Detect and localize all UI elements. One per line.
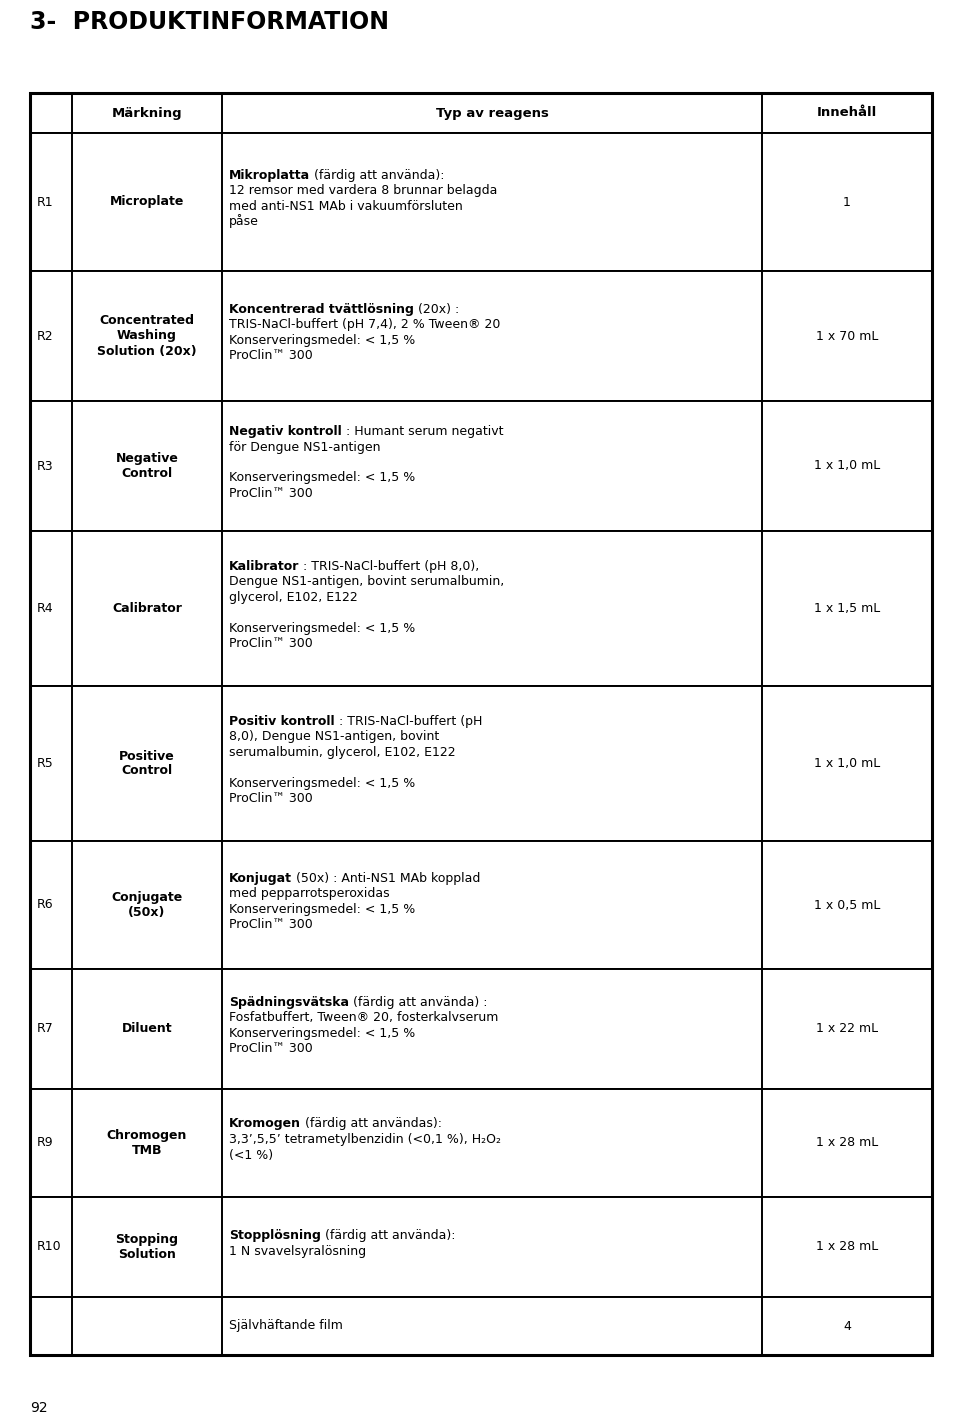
Text: Stopplösning: Stopplösning <box>229 1229 321 1242</box>
Text: ProClin™ 300: ProClin™ 300 <box>229 349 313 363</box>
Text: Negativ kontroll: Negativ kontroll <box>229 425 342 438</box>
Text: Dengue NS1-antigen, bovint serumalbumin,: Dengue NS1-antigen, bovint serumalbumin, <box>229 575 504 588</box>
Text: Conjugate
(50x): Conjugate (50x) <box>111 891 182 919</box>
Text: R5: R5 <box>37 757 54 770</box>
Text: 1 x 0,5 mL: 1 x 0,5 mL <box>814 898 880 912</box>
Text: R10: R10 <box>37 1241 61 1254</box>
Text: (50x) : Anti-NS1 MAb kopplad: (50x) : Anti-NS1 MAb kopplad <box>292 872 480 885</box>
Text: (färdig att använda):: (färdig att använda): <box>321 1229 455 1242</box>
Text: (20x) :: (20x) : <box>414 303 459 316</box>
Text: för Dengue NS1-antigen: för Dengue NS1-antigen <box>229 441 380 454</box>
Text: Fosfatbuffert, Tween® 20, fosterkalvserum: Fosfatbuffert, Tween® 20, fosterkalvseru… <box>229 1012 498 1025</box>
Text: Calibrator: Calibrator <box>112 602 182 615</box>
Text: Negative
Control: Negative Control <box>115 453 179 480</box>
Text: 1: 1 <box>843 195 851 209</box>
Text: serumalbumin, glycerol, E102, E122: serumalbumin, glycerol, E102, E122 <box>229 746 456 758</box>
Text: R9: R9 <box>37 1137 54 1150</box>
Text: 92: 92 <box>30 1402 48 1414</box>
Text: : TRIS-NaCl-buffert (pH 8,0),: : TRIS-NaCl-buffert (pH 8,0), <box>300 559 480 572</box>
Bar <box>30 969 932 1089</box>
Text: 3,3’,5,5’ tetrametylbenzidin (<0,1 %), H₂O₂: 3,3’,5,5’ tetrametylbenzidin (<0,1 %), H… <box>229 1133 501 1146</box>
Text: med anti-NS1 MAb i vakuumförsluten: med anti-NS1 MAb i vakuumförsluten <box>229 199 463 213</box>
Text: 3-  PRODUKTINFORMATION: 3- PRODUKTINFORMATION <box>30 10 389 34</box>
Text: glycerol, E102, E122: glycerol, E102, E122 <box>229 591 358 603</box>
Text: Konserveringsmedel: < 1,5 %: Konserveringsmedel: < 1,5 % <box>229 622 416 635</box>
Text: ProClin™ 300: ProClin™ 300 <box>229 793 313 805</box>
Text: 4: 4 <box>843 1319 851 1332</box>
Text: Kalibrator: Kalibrator <box>229 559 300 572</box>
Text: 1 x 28 mL: 1 x 28 mL <box>816 1241 878 1254</box>
Bar <box>30 92 932 1355</box>
Text: 1 N svavelsyralösning: 1 N svavelsyralösning <box>229 1245 366 1258</box>
Bar <box>30 686 932 841</box>
Text: 12 remsor med vardera 8 brunnar belagda: 12 remsor med vardera 8 brunnar belagda <box>229 184 497 198</box>
Text: Diluent: Diluent <box>122 1023 172 1036</box>
Text: 8,0), Dengue NS1-antigen, bovint: 8,0), Dengue NS1-antigen, bovint <box>229 730 440 743</box>
Bar <box>30 1089 932 1197</box>
Text: ProClin™ 300: ProClin™ 300 <box>229 638 313 650</box>
Text: (<1 %): (<1 %) <box>229 1148 274 1161</box>
Text: (färdig att användas):: (färdig att användas): <box>301 1117 442 1130</box>
Text: Konserveringsmedel: < 1,5 %: Konserveringsmedel: < 1,5 % <box>229 1027 416 1040</box>
Text: Självhäftande film: Självhäftande film <box>229 1319 343 1332</box>
Text: Konjugat: Konjugat <box>229 872 292 885</box>
Text: R2: R2 <box>37 330 54 343</box>
Text: R7: R7 <box>37 1023 54 1036</box>
Text: Spädningsvätska: Spädningsvätska <box>229 996 349 1009</box>
Text: : Humant serum negativt: : Humant serum negativt <box>342 425 503 438</box>
Bar <box>30 1197 932 1296</box>
Text: Konserveringsmedel: < 1,5 %: Konserveringsmedel: < 1,5 % <box>229 471 416 484</box>
Text: Konserveringsmedel: < 1,5 %: Konserveringsmedel: < 1,5 % <box>229 777 416 790</box>
Text: Chromogen
TMB: Chromogen TMB <box>107 1128 187 1157</box>
Text: ProClin™ 300: ProClin™ 300 <box>229 1042 313 1056</box>
Bar <box>30 270 932 401</box>
Text: Kromogen: Kromogen <box>229 1117 301 1130</box>
Text: 1 x 1,0 mL: 1 x 1,0 mL <box>814 757 880 770</box>
Text: Positive
Control: Positive Control <box>119 750 175 777</box>
Text: 1 x 1,5 mL: 1 x 1,5 mL <box>814 602 880 615</box>
Text: (färdig att använda) :: (färdig att använda) : <box>349 996 488 1009</box>
Text: Stopping
Solution: Stopping Solution <box>115 1232 179 1261</box>
Text: Koncentrerad tvättlösning: Koncentrerad tvättlösning <box>229 303 414 316</box>
Text: påse: påse <box>229 215 259 228</box>
Bar <box>30 92 932 132</box>
Text: R4: R4 <box>37 602 54 615</box>
Text: 1 x 22 mL: 1 x 22 mL <box>816 1023 878 1036</box>
Text: 1 x 1,0 mL: 1 x 1,0 mL <box>814 460 880 472</box>
Text: ProClin™ 300: ProClin™ 300 <box>229 918 313 931</box>
Text: R6: R6 <box>37 898 54 912</box>
Text: Concentrated
Washing
Solution (20x): Concentrated Washing Solution (20x) <box>97 314 197 357</box>
Text: Mikroplatta: Mikroplatta <box>229 169 310 182</box>
Text: : TRIS-NaCl-buffert (pH: : TRIS-NaCl-buffert (pH <box>335 714 482 727</box>
Bar <box>30 401 932 531</box>
Text: ProClin™ 300: ProClin™ 300 <box>229 487 313 499</box>
Text: Märkning: Märkning <box>111 107 182 120</box>
Bar <box>30 841 932 969</box>
Text: 1 x 28 mL: 1 x 28 mL <box>816 1137 878 1150</box>
Text: Konserveringsmedel: < 1,5 %: Konserveringsmedel: < 1,5 % <box>229 902 416 916</box>
Text: (färdig att använda):: (färdig att använda): <box>310 169 444 182</box>
Text: Typ av reagens: Typ av reagens <box>436 107 548 120</box>
Text: R1: R1 <box>37 195 54 209</box>
Text: R3: R3 <box>37 460 54 472</box>
Bar <box>30 1296 932 1355</box>
Text: 1 x 70 mL: 1 x 70 mL <box>816 330 878 343</box>
Text: med pepparrotsperoxidas: med pepparrotsperoxidas <box>229 888 390 901</box>
Text: Microplate: Microplate <box>109 195 184 209</box>
Text: Konserveringsmedel: < 1,5 %: Konserveringsmedel: < 1,5 % <box>229 334 416 347</box>
Text: Positiv kontroll: Positiv kontroll <box>229 714 335 727</box>
Text: Innehåll: Innehåll <box>817 107 877 120</box>
Bar <box>30 531 932 686</box>
Text: TRIS-NaCl-buffert (pH 7,4), 2 % Tween® 20: TRIS-NaCl-buffert (pH 7,4), 2 % Tween® 2… <box>229 319 500 332</box>
Bar <box>30 132 932 270</box>
